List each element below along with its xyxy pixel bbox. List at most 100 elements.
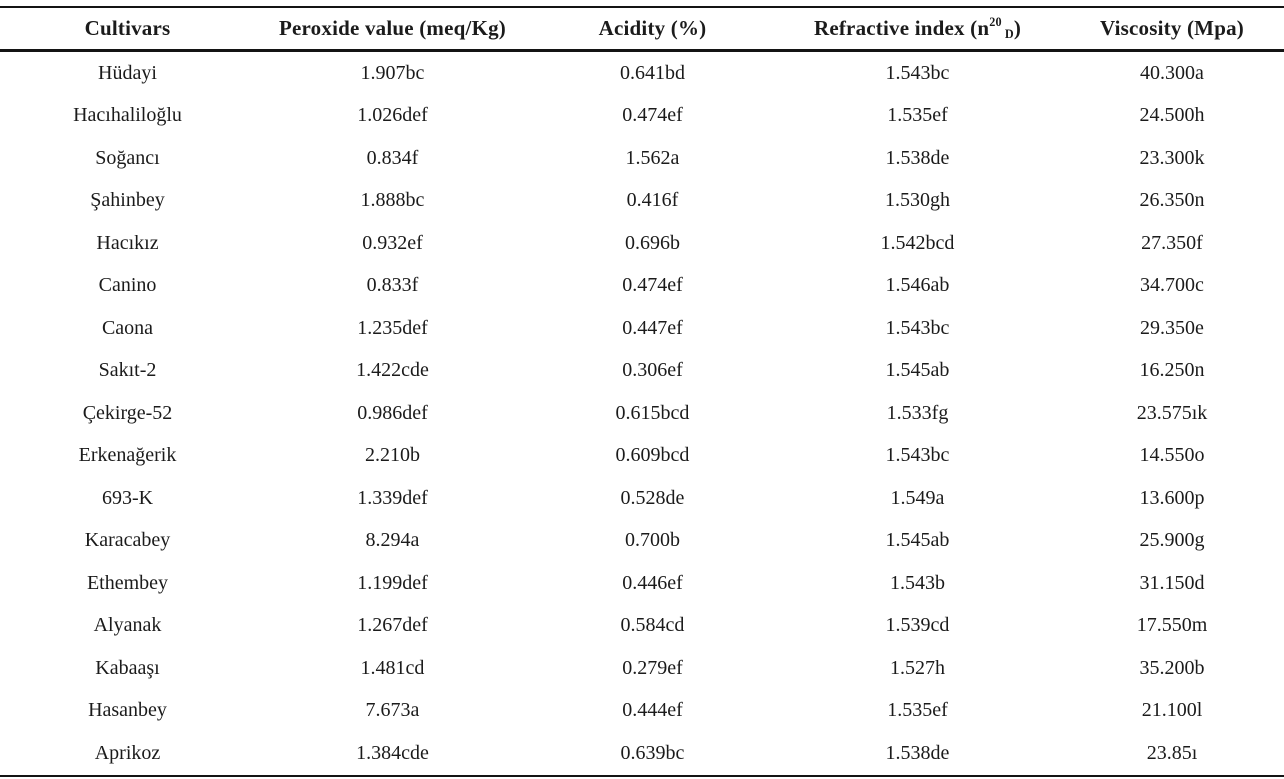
table-row: Canino 0.833f 0.474ef 1.546ab 34.700c (0, 265, 1284, 308)
cell-refractive: 1.542bcd (880, 231, 955, 254)
cell-refractive: 1.535ef (887, 104, 948, 127)
cell-viscosity: 35.200b (1139, 656, 1205, 679)
refractive-header-subscript: D (1004, 27, 1014, 42)
cell-refractive: 1.543bc (885, 61, 950, 84)
cell-refractive: 1.549a (890, 486, 945, 509)
cell-refractive: 1.527h (890, 656, 945, 679)
cell-cultivar: Aprikoz (0, 732, 255, 777)
cell-viscosity: 23.85ı (1060, 732, 1284, 777)
cell-refractive: 1.543bc (885, 444, 950, 467)
table-row: Caona 1.235def 0.447ef 1.543bc 29.350e (0, 307, 1284, 350)
cultivar-properties-table-wrap: Cultivars Peroxide value (meq/Kg) Acidit… (0, 6, 1284, 777)
cell-acidity: 0.584cd (620, 614, 685, 637)
cell-cultivar: Soğancı (95, 146, 160, 169)
cell-peroxide: 0.833f (366, 274, 419, 297)
cell-acidity: 1.562a (625, 146, 680, 169)
cell-viscosity: 17.550m (1136, 614, 1208, 637)
cell-acidity: 0.641bd (620, 61, 685, 84)
cell-viscosity: 34.700c (1140, 274, 1204, 297)
cell-refractive: 1.546ab (885, 274, 950, 297)
table-row: Ethembey 1.199def 0.446ef 1.543b 31.150d (0, 562, 1284, 605)
cell-cultivar: Hacıhaliloğlu (73, 104, 182, 127)
cell-cultivar: Hasanbey (88, 699, 167, 722)
col-header-cultivars: Cultivars (0, 6, 255, 52)
cell-refractive: 1.539cd (885, 614, 950, 637)
cell-acidity: 0.447ef (622, 316, 683, 339)
table-row: Erkenağerik 2.210b 0.609bcd 1.543bc 14.550o (0, 435, 1284, 478)
table-row: 693-K 1.339def 0.528de 1.549a 13.600p (0, 477, 1284, 520)
cell-peroxide: 1.384cde (255, 732, 530, 777)
col-header-peroxide-value: Peroxide value (meq/Kg) (255, 6, 530, 52)
cell-peroxide: 0.834f (366, 146, 419, 169)
cell-peroxide: 1.026def (357, 104, 428, 127)
cell-viscosity: 40.300a (1140, 61, 1204, 84)
cell-acidity: 0.696b (625, 231, 680, 254)
cell-acidity: 0.700b (625, 529, 680, 552)
refractive-header-suffix: ) (1013, 16, 1022, 40)
cell-viscosity: 24.500h (1139, 104, 1205, 127)
cell-cultivar: 693-K (101, 486, 154, 509)
cell-viscosity: 14.550o (1139, 444, 1205, 467)
cell-acidity: 0.279ef (622, 656, 683, 679)
cell-refractive: 1.538de (885, 146, 950, 169)
cell-acidity: 0.474ef (622, 274, 683, 297)
cell-cultivar: Karacabey (84, 529, 171, 552)
table-row: Soğancı 0.834f 1.562a 1.538de 23.300k (0, 137, 1284, 180)
table-row: Aprikoz 1.384cde 0.639bc 1.538de 23.85ı (0, 732, 1284, 777)
cell-viscosity: 23.575ık (1136, 401, 1208, 424)
cell-cultivar: Caona (101, 316, 154, 339)
cell-viscosity: 25.900g (1139, 529, 1205, 552)
col-header-refractive-index: Refractive index (n20D) (775, 6, 1060, 52)
cell-cultivar: Alyanak (93, 614, 162, 637)
cell-acidity: 0.528de (620, 486, 685, 509)
cell-acidity: 0.306ef (622, 359, 683, 382)
table-row: Hüdayi 1.907bc 0.641bd 1.543bc 40.300a (0, 51, 1284, 95)
refractive-header-prefix: Refractive index (n (813, 16, 990, 40)
table-row: Alyanak 1.267def 0.584cd 1.539cd 17.550m (0, 605, 1284, 648)
cell-acidity: 0.615bcd (615, 401, 690, 424)
cell-peroxide: 1.339def (357, 486, 428, 509)
cell-refractive: 1.545ab (885, 529, 950, 552)
cell-acidity: 0.609bcd (615, 444, 690, 467)
cell-viscosity: 16.250n (1139, 359, 1205, 382)
cell-peroxide: 1.235def (357, 316, 428, 339)
cell-peroxide: 1.267def (357, 614, 428, 637)
cell-acidity: 0.639bc (530, 732, 775, 777)
cell-viscosity: 31.150d (1139, 571, 1205, 594)
cell-viscosity: 26.350n (1139, 189, 1205, 212)
table-body: Hüdayi 1.907bc 0.641bd 1.543bc 40.300a Hacıha… (0, 51, 1284, 777)
cell-refractive: 1.543b (890, 571, 945, 594)
col-header-viscosity: Viscosity (Mpa) (1060, 6, 1284, 52)
cell-peroxide: 7.673a (365, 699, 420, 722)
table-row: Sakıt-2 1.422cde 0.306ef 1.545ab 16.250n (0, 350, 1284, 393)
cell-peroxide: 0.932ef (362, 231, 423, 254)
cell-peroxide: 1.907bc (360, 61, 425, 84)
cell-refractive: 1.530gh (885, 189, 950, 212)
cell-viscosity: 21.100l (1141, 699, 1203, 722)
cell-viscosity: 27.350f (1141, 231, 1203, 254)
table-row: Kabaaşı 1.481cd 0.279ef 1.527h 35.200b (0, 647, 1284, 690)
cell-cultivar: Kabaaşı (95, 656, 160, 679)
cell-acidity: 0.444ef (622, 699, 683, 722)
table-row: Karacabey 8.294a 0.700b 1.545ab 25.900g (0, 520, 1284, 563)
cell-refractive: 1.535ef (887, 699, 948, 722)
cell-refractive: 1.545ab (885, 359, 950, 382)
cell-acidity: 0.474ef (622, 104, 683, 127)
cell-cultivar: Hacıkız (96, 231, 159, 254)
cell-cultivar: Canino (98, 274, 157, 297)
cell-cultivar: Hüdayi (98, 61, 157, 84)
col-header-acidity: Acidity (%) (530, 6, 775, 52)
cell-peroxide: 1.481cd (360, 656, 425, 679)
cell-viscosity: 13.600p (1139, 486, 1205, 509)
cell-cultivar: Ethembey (86, 571, 169, 594)
cell-viscosity: 23.300k (1139, 146, 1205, 169)
header-row: Cultivars Peroxide value (meq/Kg) Acidit… (0, 6, 1284, 52)
table-header: Cultivars Peroxide value (meq/Kg) Acidit… (0, 6, 1284, 52)
cell-peroxide: 8.294a (365, 529, 420, 552)
cell-peroxide: 1.422cde (356, 359, 429, 382)
cell-refractive: 1.538de (775, 732, 1060, 777)
table-row: Şahinbey 1.888bc 0.416f 1.530gh 26.350n (0, 180, 1284, 223)
cell-cultivar: Erkenağerik (78, 444, 177, 467)
cell-peroxide: 1.199def (357, 571, 428, 594)
cell-peroxide: 1.888bc (360, 189, 425, 212)
